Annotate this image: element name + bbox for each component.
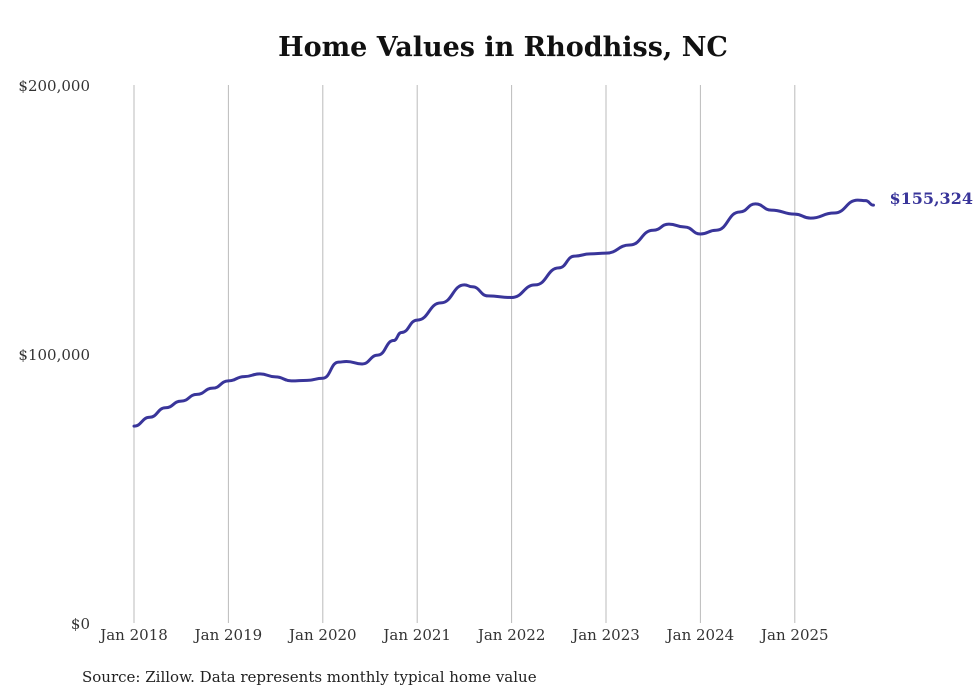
x-tick-label: Jan 2018 [98,626,168,644]
x-tick-label: Jan 2023 [570,626,640,644]
end-value-label: $155,324 [889,189,973,208]
chart-title: Home Values in Rhodhiss, NC [278,32,728,63]
series-line [132,198,875,428]
y-tick-label: $0 [71,615,90,633]
x-tick-label: Jan 2021 [381,626,451,644]
x-tick-label: Jan 2020 [287,626,357,644]
x-tick-label: Jan 2022 [476,626,546,644]
y-tick-label: $100,000 [18,346,90,364]
source-note: Source: Zillow. Data represents monthly … [82,668,537,686]
x-tick-label: Jan 2019 [193,626,263,644]
y-tick-label: $200,000 [18,77,90,95]
x-tick-label: Jan 2025 [759,626,829,644]
x-tick-label: Jan 2024 [665,626,735,644]
